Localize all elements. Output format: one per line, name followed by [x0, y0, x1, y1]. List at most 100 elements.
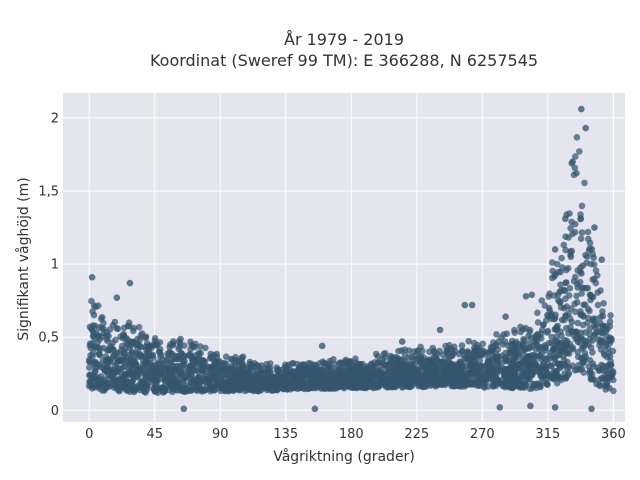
data-point: [512, 340, 519, 348]
data-point: [118, 357, 125, 364]
data-point: [219, 366, 227, 374]
data-point: [92, 367, 99, 375]
data-point: [596, 367, 604, 374]
data-point: [567, 327, 575, 335]
data-point: [491, 354, 498, 362]
data-point: [183, 364, 191, 372]
data-point: [479, 351, 487, 359]
data-point: [358, 371, 365, 379]
x-tick-label: 225: [404, 427, 429, 442]
data-point: [565, 310, 572, 317]
data-point: [336, 360, 343, 367]
data-point: [303, 373, 311, 381]
y-tick-label: 0,5: [38, 331, 59, 346]
data-point: [398, 347, 405, 354]
data-point: [130, 327, 137, 335]
data-point: [582, 329, 589, 336]
data-point: [157, 353, 164, 361]
data-point: [166, 382, 174, 389]
data-point: [86, 364, 93, 371]
data-point: [388, 359, 396, 366]
data-point: [576, 366, 584, 373]
data-point: [124, 322, 132, 330]
data-point: [602, 322, 610, 330]
data-point: [578, 202, 586, 210]
data-point: [311, 405, 319, 413]
data-point: [511, 326, 518, 334]
data-point: [589, 276, 597, 283]
data-point: [557, 304, 565, 311]
data-point: [548, 310, 555, 318]
data-point: [574, 338, 582, 346]
data-point: [556, 298, 564, 305]
data-point: [551, 404, 559, 411]
data-point: [91, 359, 98, 366]
data-point: [581, 349, 589, 357]
data-point: [593, 321, 600, 329]
data-point: [536, 352, 544, 360]
data-point: [101, 387, 108, 394]
data-point: [600, 300, 607, 307]
data-point: [542, 368, 550, 375]
chart-title-line1: År 1979 - 2019: [284, 30, 404, 49]
data-point: [526, 385, 534, 393]
data-point: [439, 358, 446, 365]
data-point: [370, 362, 377, 369]
x-axis-title: Vågriktning (grader): [273, 448, 415, 465]
data-point: [538, 374, 546, 382]
data-point: [546, 355, 553, 363]
data-point: [326, 366, 333, 374]
x-axis-ticks: 0 45 90 135 180 225 270 315 360: [85, 427, 626, 442]
data-point: [576, 148, 583, 155]
data-point: [135, 323, 143, 331]
data-point: [483, 376, 490, 383]
data-points: [85, 105, 617, 413]
data-point: [586, 325, 594, 332]
data-point: [574, 284, 581, 291]
data-point: [207, 375, 215, 382]
data-point: [503, 371, 511, 379]
data-point: [249, 376, 257, 383]
data-point: [198, 378, 205, 386]
data-point: [318, 342, 326, 350]
data-point: [563, 303, 570, 310]
data-point: [557, 328, 564, 335]
data-point: [348, 362, 356, 369]
data-point: [355, 360, 362, 368]
data-point: [567, 248, 574, 255]
data-point: [548, 339, 555, 347]
data-point: [598, 256, 606, 263]
data-point: [557, 281, 564, 289]
data-point: [434, 380, 441, 388]
data-point: [593, 328, 600, 336]
data-point: [462, 381, 469, 388]
data-point: [522, 345, 529, 353]
data-point: [130, 388, 138, 396]
data-point: [119, 334, 126, 342]
data-point: [222, 353, 230, 361]
data-point: [576, 278, 584, 286]
data-point: [137, 332, 145, 339]
data-point: [405, 347, 413, 355]
data-point: [273, 381, 281, 389]
data-point: [126, 279, 134, 287]
data-point: [533, 338, 541, 345]
data-point: [361, 382, 368, 389]
data-point: [610, 387, 617, 395]
data-point: [290, 382, 298, 390]
data-point: [589, 316, 597, 324]
data-point: [161, 388, 168, 395]
data-point: [92, 303, 99, 311]
data-point: [546, 290, 553, 298]
data-point: [156, 339, 164, 346]
data-point: [543, 380, 551, 387]
y-tick-label: 1: [51, 258, 59, 273]
data-point: [263, 373, 271, 380]
data-point: [587, 260, 595, 268]
data-point: [528, 360, 536, 368]
data-point: [408, 353, 415, 361]
data-point: [146, 360, 154, 368]
data-point: [581, 179, 588, 187]
data-point: [610, 376, 617, 384]
data-point: [454, 362, 461, 370]
